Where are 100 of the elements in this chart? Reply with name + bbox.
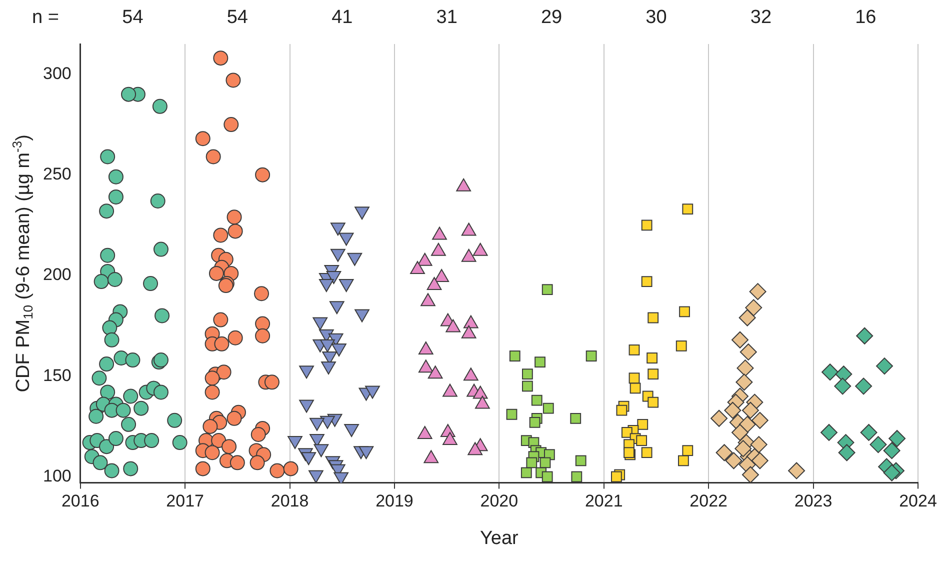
- point: [542, 402, 554, 414]
- x-axis-title: Year: [480, 528, 520, 549]
- point: [682, 445, 694, 456]
- text: 30: [646, 7, 667, 28]
- point: [732, 331, 749, 348]
- point: [616, 404, 628, 416]
- point: [143, 276, 158, 292]
- text: 32: [750, 7, 772, 28]
- point: [676, 340, 687, 352]
- point: [92, 370, 107, 386]
- point: [228, 224, 243, 239]
- point: [750, 436, 768, 454]
- point: [108, 431, 124, 446]
- x-tick-label: 2018: [270, 492, 309, 511]
- point: [522, 368, 533, 380]
- point: [736, 374, 753, 391]
- point: [542, 284, 553, 296]
- point: [526, 457, 538, 468]
- point: [835, 366, 852, 383]
- point: [509, 350, 520, 362]
- point: [736, 360, 754, 377]
- point: [123, 461, 138, 476]
- point: [838, 444, 856, 462]
- point: [204, 384, 220, 400]
- point: [641, 220, 652, 231]
- point: [860, 424, 878, 441]
- point: [575, 455, 586, 466]
- point: [679, 306, 690, 318]
- point: [213, 228, 228, 243]
- point: [283, 461, 298, 476]
- point: [529, 416, 540, 428]
- point: [883, 464, 900, 482]
- point: [255, 328, 270, 344]
- point: [788, 462, 806, 480]
- point: [742, 466, 759, 483]
- point: [167, 412, 182, 428]
- point: [255, 167, 270, 182]
- point: [99, 356, 114, 372]
- text: 31: [436, 7, 458, 28]
- point: [153, 242, 168, 257]
- point: [611, 471, 622, 482]
- point: [123, 388, 138, 404]
- point: [208, 266, 224, 281]
- point: [646, 352, 658, 364]
- point: [264, 374, 280, 390]
- point: [749, 283, 766, 300]
- point: [742, 402, 759, 419]
- point: [222, 439, 237, 454]
- x-tick-label: 2023: [794, 492, 832, 511]
- point: [724, 402, 742, 419]
- point: [134, 400, 149, 416]
- point: [710, 410, 728, 427]
- point: [104, 463, 120, 478]
- point: [648, 396, 659, 408]
- point: [116, 402, 131, 418]
- point: [125, 352, 140, 368]
- point: [226, 410, 242, 426]
- point: [571, 471, 582, 482]
- text: n =: [32, 7, 59, 28]
- y-tick-label: 300: [42, 64, 72, 83]
- point: [104, 332, 120, 348]
- point: [531, 394, 542, 406]
- point: [204, 370, 220, 386]
- x-tick-label: 2019: [376, 492, 414, 511]
- text: 54: [226, 7, 248, 28]
- point: [108, 169, 124, 184]
- point: [250, 455, 265, 470]
- point: [732, 424, 749, 441]
- point: [99, 204, 114, 219]
- point: [628, 372, 640, 384]
- point: [202, 418, 218, 434]
- y-tick-label: 250: [42, 164, 72, 184]
- y-tick-label: 100: [42, 466, 72, 486]
- point: [751, 452, 768, 470]
- text: 16: [855, 7, 876, 28]
- y-tick-label: 200: [42, 265, 72, 284]
- point: [738, 309, 756, 326]
- text: 54: [122, 7, 144, 28]
- point: [834, 378, 852, 395]
- point: [751, 412, 768, 429]
- point: [820, 424, 838, 441]
- point: [195, 131, 210, 146]
- point: [172, 435, 188, 450]
- point: [636, 435, 648, 446]
- x-tick-label: 2016: [61, 492, 100, 511]
- x-tick-label: 2022: [690, 492, 728, 511]
- point: [195, 461, 210, 476]
- point: [121, 416, 136, 432]
- point: [224, 117, 239, 132]
- point: [637, 418, 648, 430]
- point: [725, 452, 742, 470]
- point: [648, 312, 659, 324]
- point: [150, 194, 166, 208]
- point: [226, 210, 242, 225]
- x-tick-label: 2021: [584, 492, 623, 511]
- point: [92, 455, 108, 470]
- point: [270, 463, 285, 478]
- point: [228, 330, 243, 346]
- y-tick-label: 150: [42, 366, 72, 385]
- point: [740, 343, 757, 360]
